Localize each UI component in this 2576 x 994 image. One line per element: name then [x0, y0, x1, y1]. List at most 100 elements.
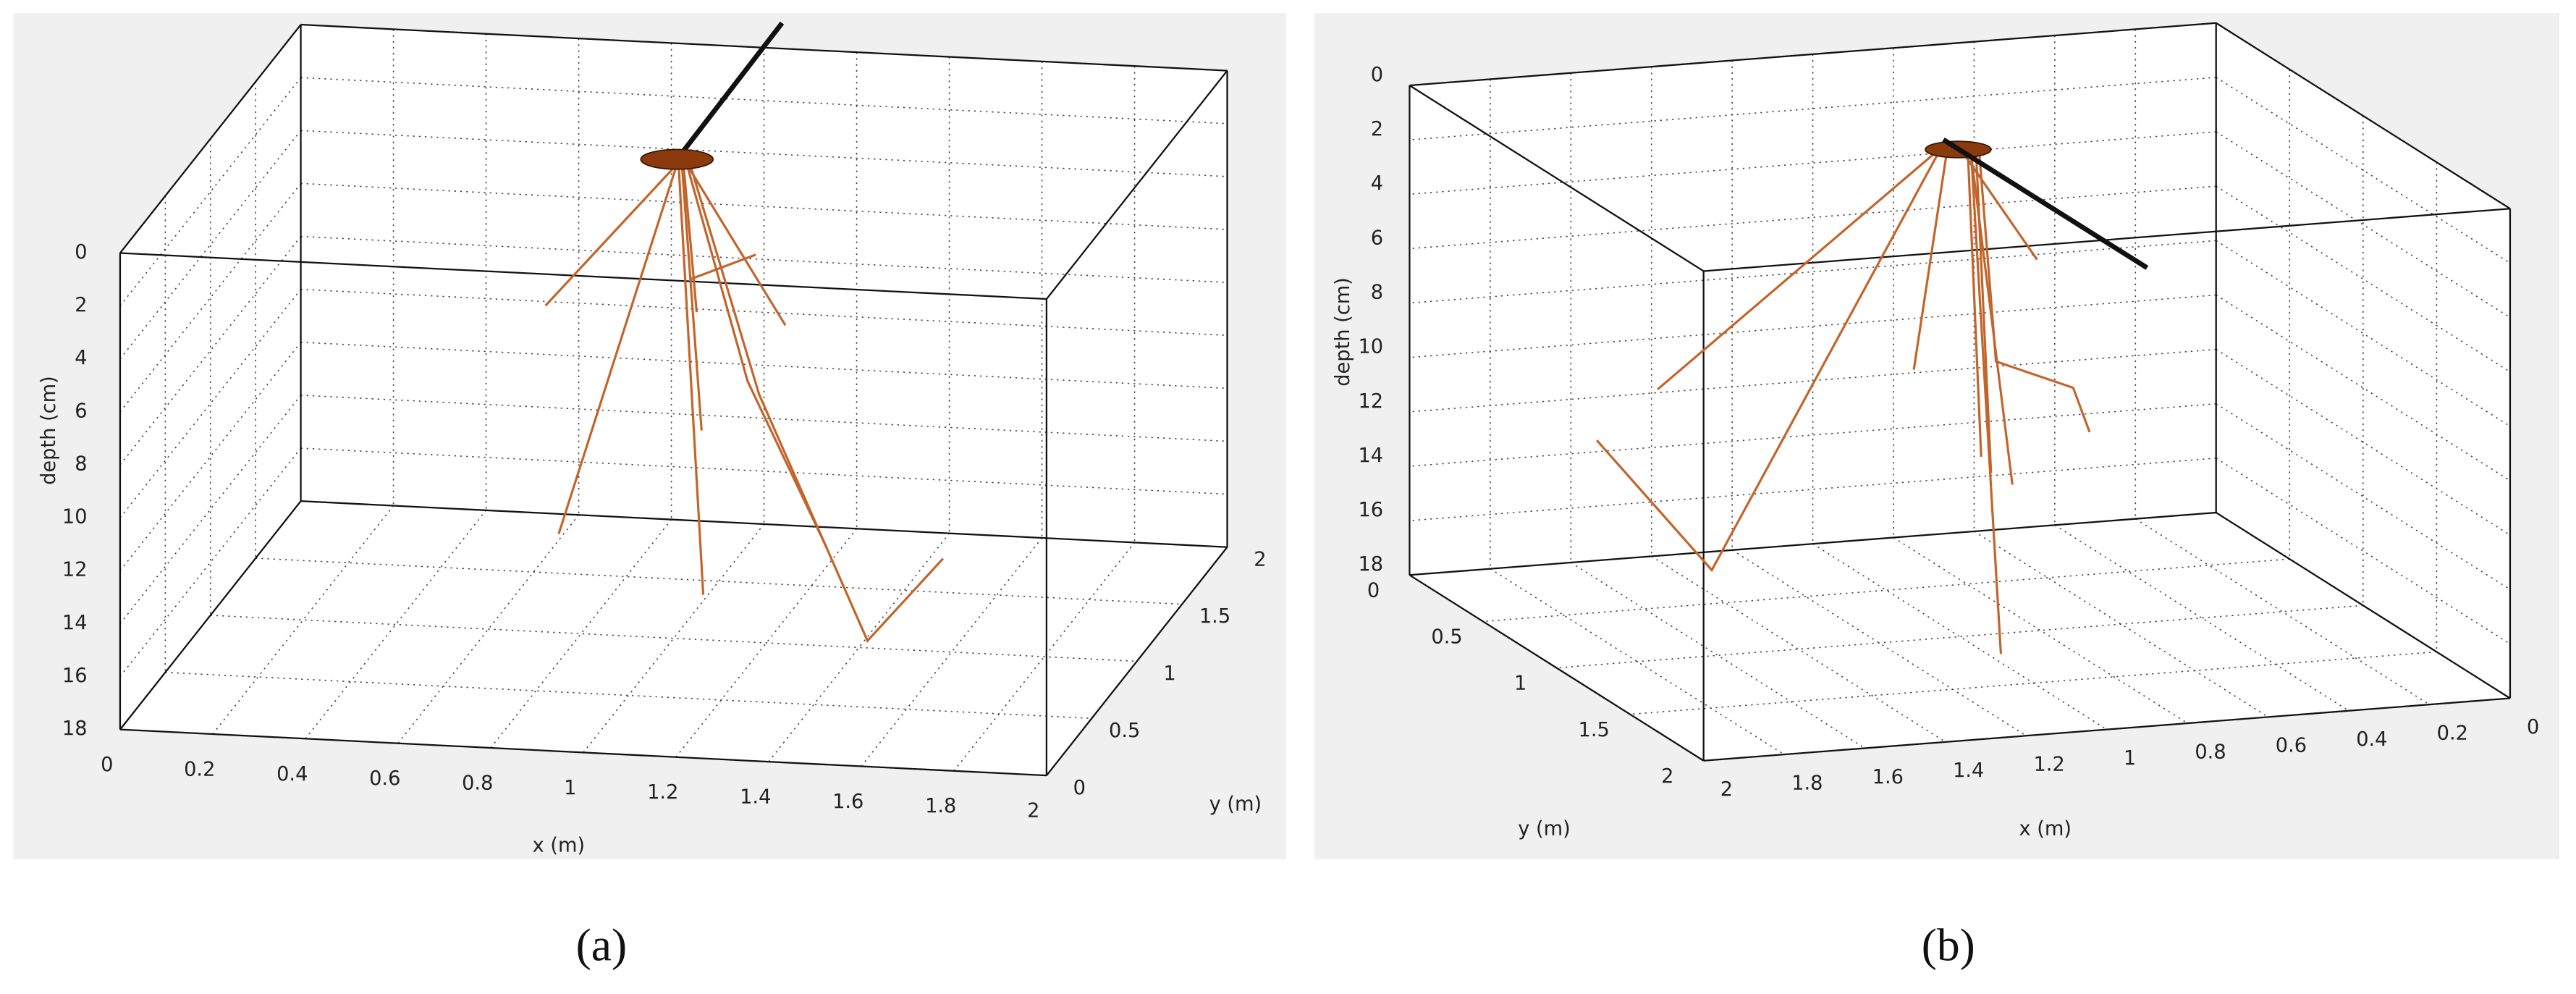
root-system	[1595, 138, 2149, 654]
grid-line	[305, 510, 487, 739]
x-tick-label: 1.4	[1953, 759, 1984, 782]
grid-line	[300, 395, 1228, 442]
box-edge	[119, 500, 302, 730]
z-tick-label: 18	[62, 717, 88, 740]
z-tick-label: 2	[75, 294, 87, 316]
root	[680, 164, 703, 431]
z-tick-label: 0	[75, 241, 87, 264]
grid-line	[119, 395, 302, 624]
z-tick-label: 16	[62, 665, 88, 687]
root	[1975, 156, 1993, 473]
y-axis-label: y (m)	[1518, 818, 1571, 841]
grid-line	[300, 235, 1228, 283]
grid-line	[256, 557, 1183, 605]
root	[682, 164, 698, 313]
grid-line	[210, 615, 1137, 662]
grid-line	[212, 505, 394, 735]
x-tick-label: 0.8	[2195, 741, 2226, 763]
y-tick-label: 0	[1367, 579, 1380, 602]
root	[557, 164, 678, 535]
x-axis-label: x (m)	[533, 834, 586, 856]
box-edge	[119, 728, 1047, 777]
z-tick-label: 14	[1358, 445, 1383, 467]
y-tick-label: 1.5	[1579, 719, 1610, 741]
grid-line	[1974, 531, 2269, 718]
grid-line	[119, 236, 302, 466]
z-tick-label: 18	[1358, 553, 1383, 576]
z-tick-label: 0	[1371, 64, 1383, 86]
grid-line	[1651, 555, 1946, 743]
root	[688, 164, 945, 643]
z-tick-label: 8	[75, 452, 87, 475]
y-tick-label: 0.5	[1109, 720, 1140, 742]
grid-line	[119, 342, 302, 571]
x-tick-label: 1.8	[925, 795, 956, 817]
y-axis-label: y (m)	[1209, 793, 1262, 816]
y-tick-label: 1	[1514, 673, 1526, 695]
x-tick-label: 0	[2527, 716, 2539, 738]
grid-line	[2054, 524, 2349, 712]
box-edge	[1409, 511, 2216, 576]
grid-line	[300, 77, 1228, 125]
x-tick-label: 1.4	[740, 786, 771, 809]
root	[1595, 152, 1940, 573]
grid-line	[119, 447, 302, 677]
grid-line	[2216, 458, 2511, 645]
x-tick-label: 0.4	[2356, 728, 2387, 751]
z-tick-label: 12	[62, 559, 88, 581]
grid-line	[300, 182, 1228, 230]
grid-line	[1731, 549, 2027, 736]
grid-line	[119, 182, 302, 413]
grid-line	[1570, 562, 1865, 749]
x-tick-label: 0.8	[462, 772, 493, 794]
panel-caption: (b)	[1922, 919, 1975, 970]
z-axis-label: depth (cm)	[1332, 277, 1354, 387]
z-tick-label: 4	[1371, 172, 1383, 195]
axes-area	[119, 25, 1228, 776]
grid-line	[1490, 568, 1785, 755]
z-tick-label: 14	[62, 612, 88, 634]
box-edge	[1409, 574, 1705, 762]
root	[1978, 156, 2091, 433]
root	[1657, 151, 1936, 391]
y-tick-label: 0.5	[1431, 626, 1462, 649]
grid-line	[165, 671, 1092, 720]
grid-line	[2134, 518, 2430, 705]
root	[544, 163, 678, 307]
x-tick-label: 1.6	[1872, 766, 1904, 788]
root-base	[640, 148, 714, 170]
x-tick-label: 2	[1720, 778, 1733, 801]
root	[685, 164, 787, 327]
grid-line	[2216, 240, 2511, 427]
root-system	[544, 21, 945, 643]
grid-line	[2216, 348, 2511, 536]
root	[677, 164, 705, 595]
grid-line	[300, 447, 1228, 495]
root	[689, 253, 756, 281]
x-tick-label: 1	[564, 777, 576, 799]
grid-line	[119, 130, 302, 360]
x-tick-label: 1.2	[647, 781, 678, 804]
z-tick-label: 4	[75, 347, 87, 369]
z-tick-label: 6	[1371, 227, 1383, 249]
grid-line	[861, 537, 1043, 767]
stem	[1942, 138, 2149, 270]
z-axis-label: depth (cm)	[38, 376, 60, 485]
box-edge	[1409, 22, 2216, 87]
stem	[675, 21, 785, 161]
x-tick-label: 1.6	[832, 791, 863, 813]
x-tick-label: 0.6	[369, 767, 400, 790]
plot-b: 0 0.2 0.4 0.6 0.8 1 1.2 1.4 1.6 1.8 2 0 0.5 1 1.5 2 0 2 4 6…	[1332, 22, 2539, 970]
y-tick-label: 1.5	[1199, 605, 1230, 628]
x-tick-label: 0.4	[276, 763, 308, 785]
z-tick-label: 10	[1358, 336, 1383, 358]
axes-area	[1409, 22, 2510, 761]
root	[1967, 156, 1982, 457]
x-axis-label: x (m)	[2019, 818, 2072, 841]
box-edge	[119, 252, 1047, 300]
root	[1912, 152, 1948, 370]
x-tick-label: 0.2	[2437, 722, 2468, 744]
box-edge	[1046, 547, 1228, 776]
